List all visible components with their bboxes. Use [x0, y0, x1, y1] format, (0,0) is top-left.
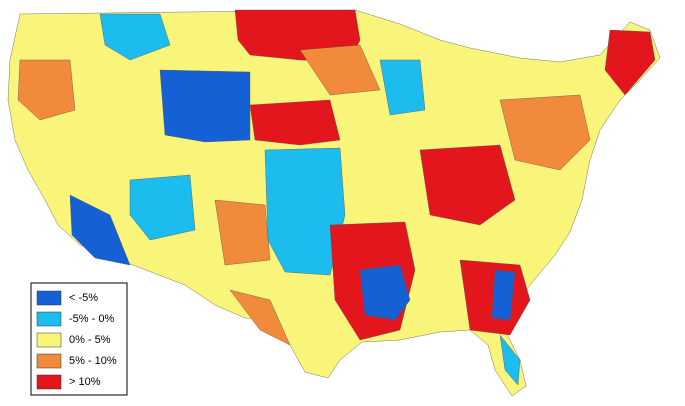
region	[229, 289, 291, 346]
region	[69, 194, 131, 266]
legend-swatch	[36, 374, 62, 390]
region	[17, 59, 76, 121]
region	[129, 174, 196, 241]
legend-swatch	[36, 332, 62, 348]
legend-label: < -5%	[69, 292, 98, 304]
region	[499, 334, 521, 386]
region	[249, 99, 341, 146]
region	[491, 269, 516, 321]
legend-label: 0% - 5%	[69, 334, 111, 346]
legend-swatch	[36, 311, 62, 327]
region	[299, 44, 381, 96]
region	[359, 264, 411, 321]
region	[159, 69, 251, 143]
county-map	[7, 9, 661, 397]
region	[379, 59, 426, 116]
region	[604, 29, 656, 96]
region	[99, 13, 171, 61]
legend-swatch	[36, 290, 62, 306]
region	[214, 199, 271, 266]
region	[499, 94, 591, 171]
legend-label: 5% - 10%	[69, 355, 117, 367]
region	[419, 144, 516, 226]
legend: < -5% -5% - 0% 0% - 5% 5% - 10% > 10%	[30, 282, 128, 396]
legend-swatch	[36, 353, 62, 369]
legend-label: -5% - 0%	[69, 313, 114, 325]
legend-label: > 10%	[69, 376, 101, 388]
